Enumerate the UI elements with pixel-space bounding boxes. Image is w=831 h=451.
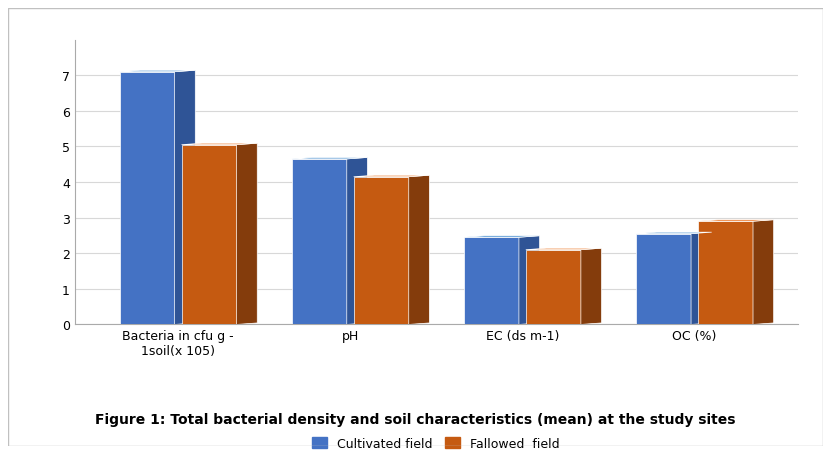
Polygon shape: [354, 176, 430, 177]
Polygon shape: [409, 176, 430, 325]
Polygon shape: [519, 236, 539, 325]
Polygon shape: [753, 220, 774, 325]
Bar: [181, 145, 237, 325]
Bar: [636, 234, 691, 325]
Polygon shape: [636, 233, 711, 234]
Bar: [354, 177, 409, 325]
Legend: Cultivated field, Fallowed  field: Cultivated field, Fallowed field: [307, 432, 565, 451]
Bar: [292, 160, 347, 325]
Polygon shape: [691, 233, 711, 325]
Polygon shape: [120, 71, 195, 73]
Bar: [464, 238, 519, 325]
Text: Figure 1: Total bacterial density and soil characteristics (mean) at the study s: Figure 1: Total bacterial density and so…: [96, 413, 735, 426]
Bar: [698, 222, 753, 325]
Polygon shape: [464, 236, 539, 238]
Bar: [526, 250, 581, 325]
Polygon shape: [175, 71, 195, 325]
Polygon shape: [181, 144, 258, 145]
Polygon shape: [698, 220, 774, 222]
Polygon shape: [581, 249, 602, 325]
Polygon shape: [526, 249, 602, 250]
Polygon shape: [237, 144, 258, 325]
Bar: [120, 73, 175, 325]
Polygon shape: [292, 158, 367, 160]
Polygon shape: [347, 158, 367, 325]
